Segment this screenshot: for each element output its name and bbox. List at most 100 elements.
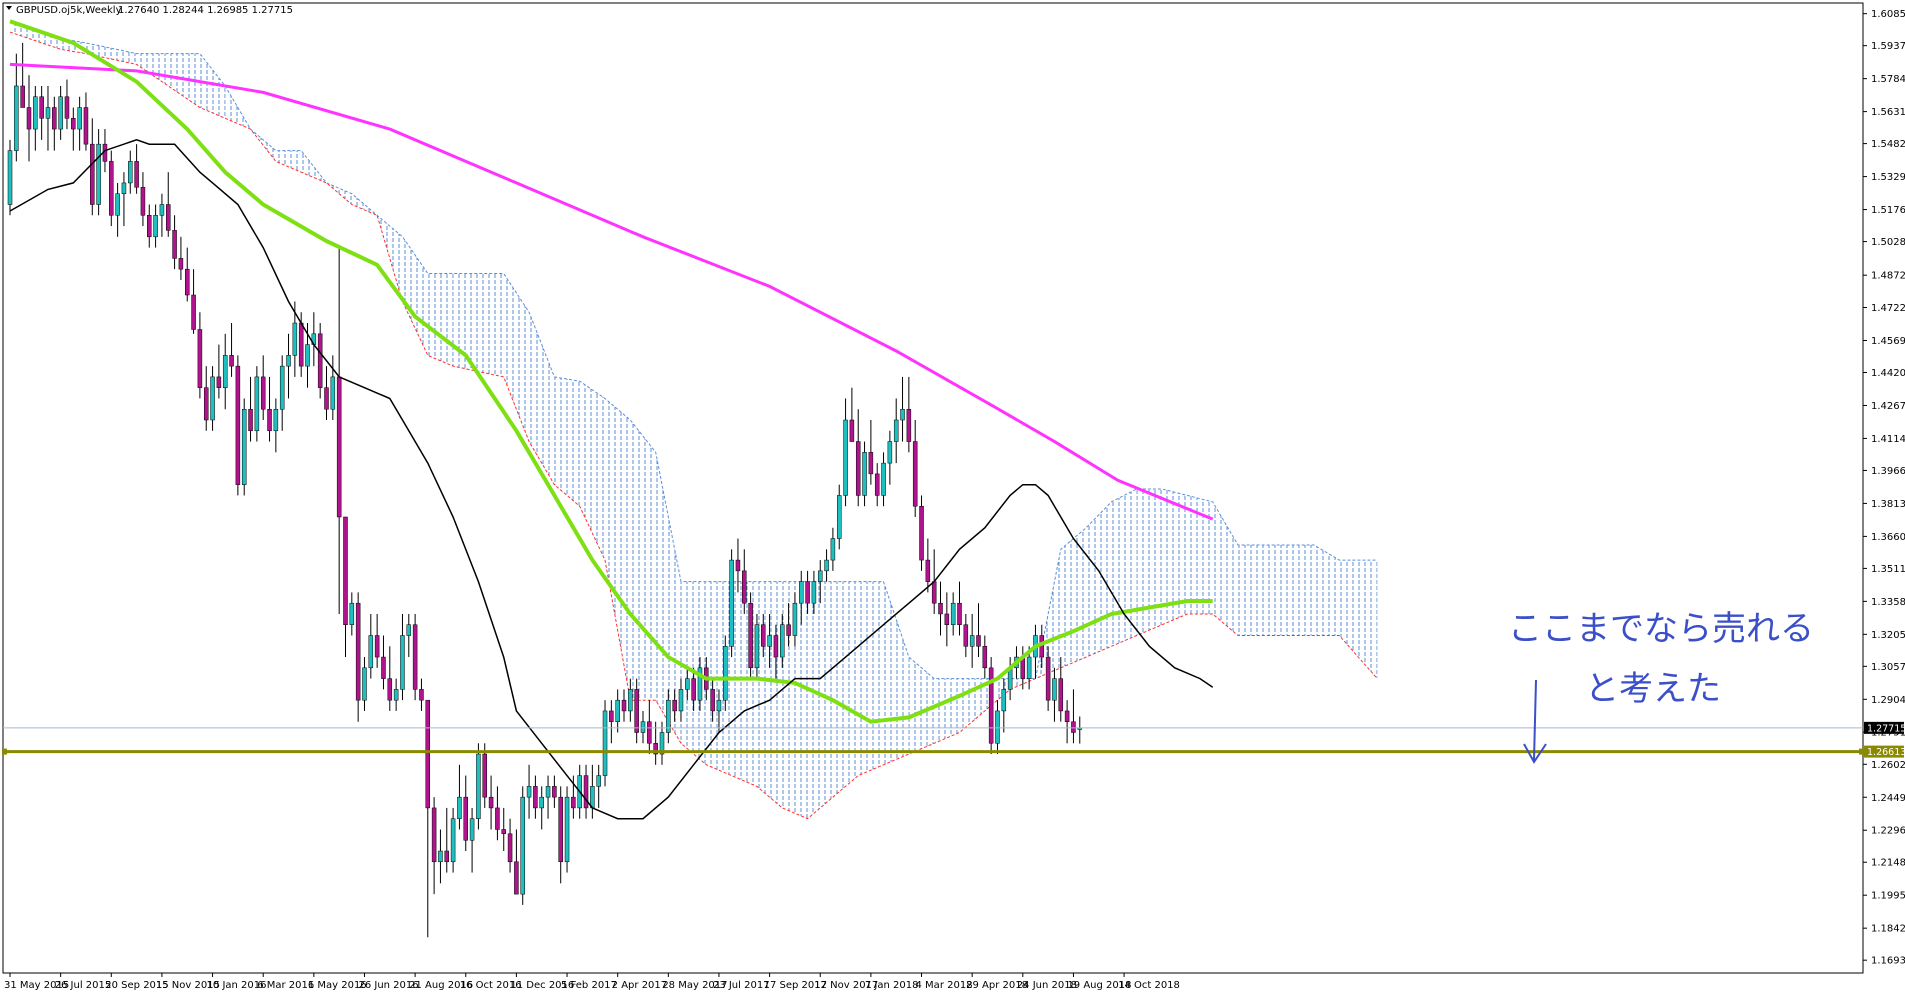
candle [666, 689, 671, 744]
candle-body [153, 215, 158, 238]
candle [672, 689, 677, 722]
candle-body [621, 699, 627, 712]
candle-body [786, 624, 791, 636]
candle-body [545, 786, 551, 798]
candle-body [7, 150, 13, 205]
candle [33, 85, 38, 151]
candle-body [273, 408, 279, 432]
candle-body [653, 743, 658, 755]
candle [128, 150, 133, 194]
candle [374, 613, 380, 668]
candle [153, 204, 158, 248]
candle-body [723, 646, 728, 701]
candle-body [368, 635, 374, 669]
candle [526, 764, 532, 819]
candle-body [121, 182, 127, 194]
candle-body [26, 107, 32, 130]
candle-body [457, 796, 462, 819]
current-price-tag-text: 1.27715 [1867, 723, 1905, 734]
candle [988, 657, 994, 755]
candle [868, 420, 874, 485]
candle-body [773, 635, 779, 658]
y-tick-label: 1.48720 [1871, 271, 1905, 282]
x-tick-label: 24 Jun 2018 [1017, 980, 1077, 991]
candle [742, 549, 747, 614]
x-tick-label: 20 Sep 2015 [105, 980, 168, 991]
candle [836, 484, 842, 550]
candle [450, 807, 456, 873]
candle-body [267, 408, 272, 432]
candle-body [666, 699, 671, 733]
candle-body [172, 230, 177, 259]
candle-body [514, 861, 519, 895]
candle-body [159, 204, 165, 216]
candle-body [855, 441, 861, 496]
y-tick-label: 1.39660 [1871, 466, 1905, 477]
candle-body [672, 699, 677, 712]
candle-body [254, 376, 260, 432]
ichimoku-cloud [9, 20, 1378, 820]
candle [805, 570, 810, 614]
candle [1071, 689, 1076, 744]
candle-body [931, 581, 937, 604]
candle [393, 678, 399, 711]
candle [1052, 667, 1057, 722]
cloud-segment [807, 581, 833, 819]
candle [58, 85, 63, 140]
y-tick-label: 1.18420 [1871, 924, 1905, 935]
candle-body [450, 818, 456, 863]
candle-body [444, 850, 450, 863]
candle-body [387, 678, 393, 701]
candle [216, 344, 222, 399]
candle-body [590, 786, 595, 809]
support-price-tag-bg [1864, 745, 1904, 758]
y-tick-label: 1.32055 [1871, 630, 1905, 641]
candle [925, 538, 931, 593]
candle [786, 603, 791, 647]
candle-body [1071, 721, 1076, 733]
candle-body [336, 376, 342, 518]
candle [381, 635, 386, 690]
candle-body [982, 646, 988, 669]
candle [780, 613, 785, 668]
cloud-segment [250, 129, 276, 162]
candle-body [767, 635, 772, 647]
candle-body [583, 775, 589, 809]
candle [950, 592, 956, 636]
ohlc-label: 1.27640 1.28244 1.26985 1.27715 [118, 5, 293, 16]
candle-body [1001, 689, 1007, 712]
candle [134, 144, 139, 194]
candle [501, 807, 506, 852]
candle [969, 613, 975, 668]
candle-body [1045, 656, 1051, 701]
candle-body [792, 602, 798, 636]
candle [691, 667, 696, 711]
symbol-label: GBPUSD.oj5k,Weekly [16, 5, 122, 16]
candle-body [134, 161, 139, 188]
candle-body [128, 161, 133, 184]
candle [96, 129, 101, 216]
candle-body [419, 689, 424, 701]
y-tick-label: 1.22965 [1871, 826, 1905, 837]
candle [400, 613, 405, 701]
candle-body [615, 699, 620, 722]
sma-mid-line [9, 19, 1213, 724]
candle-body [710, 689, 715, 712]
y-tick-label: 1.21480 [1871, 858, 1905, 869]
candle-body [14, 85, 19, 151]
candle [824, 549, 829, 582]
candle [1064, 700, 1070, 744]
price-axis[interactable]: 1.60855 1.59370 1.57840 1.56310 1.54825 1.532… [1863, 9, 1905, 967]
candle [178, 236, 184, 280]
candle [773, 624, 779, 679]
candle [963, 613, 969, 658]
candle-body [944, 613, 950, 625]
candle-body [602, 710, 608, 776]
cloud-segment [1111, 488, 1137, 647]
candle [425, 699, 431, 938]
candle [267, 376, 272, 442]
y-tick-label: 1.50280 [1871, 237, 1905, 248]
